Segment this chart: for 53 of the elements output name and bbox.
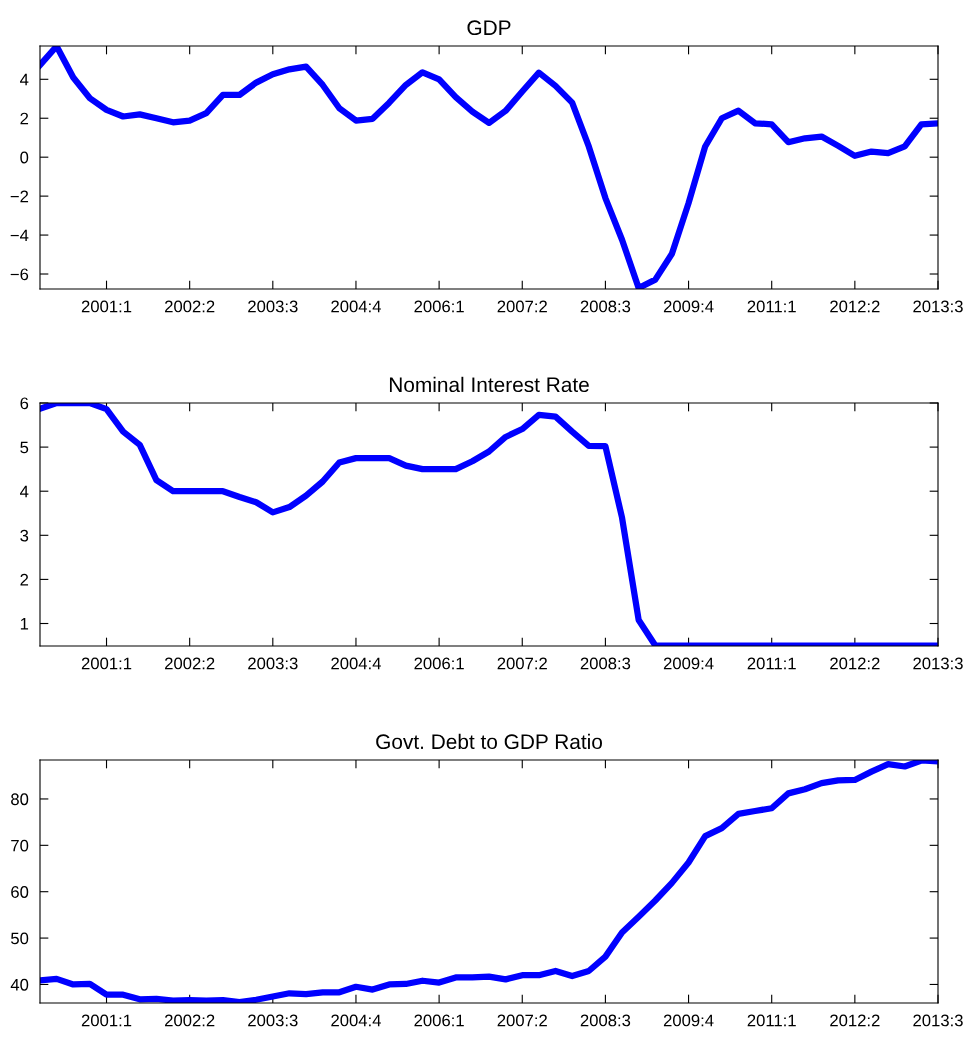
x-tick-label: 2012:2	[830, 300, 880, 313]
x-tick-label: 2013:3	[913, 1014, 963, 1027]
y-tick-label: 1	[20, 618, 29, 630]
y-tick-label: 40	[10, 978, 29, 991]
x-tick-label: 2013:3	[913, 657, 963, 670]
chart-title: Nominal Interest Rate	[389, 376, 589, 393]
y-tick-label: 80	[11, 793, 29, 806]
x-tick-label: 2008:3	[580, 657, 631, 670]
chart-title: Govt. Debt to GDP Ratio	[376, 733, 602, 750]
x-tick-label: 2007:2	[497, 657, 547, 670]
x-tick-label: 2011:1	[747, 1014, 796, 1027]
x-tick-label: 2006:1	[414, 657, 464, 670]
y-tick-label: 60	[11, 886, 29, 898]
x-tick-label: 2002:2	[165, 657, 215, 670]
x-tick-label: 2009:4	[663, 657, 714, 670]
y-tick-label: 2	[20, 112, 29, 125]
x-tick-label: 2002:2	[165, 300, 215, 313]
x-tick-label: 2001:1	[81, 1014, 132, 1027]
y-tick-label: 6	[20, 397, 29, 410]
y-tick-label: −6	[10, 268, 29, 281]
y-tick-label: 4	[20, 73, 29, 86]
y-tick-label: 5	[20, 441, 29, 454]
y-tick-label: −2	[10, 190, 29, 203]
x-tick-label: 2013:3	[913, 300, 963, 313]
y-tick-label: 70	[11, 839, 29, 852]
y-tick-label: 0	[20, 151, 29, 164]
x-tick-label: 2003:3	[248, 300, 298, 313]
x-tick-label: 2007:2	[497, 1014, 547, 1027]
x-tick-label: 2012:2	[830, 657, 880, 670]
x-tick-label: 2009:4	[663, 1014, 714, 1027]
x-tick-label: 2003:3	[248, 1014, 298, 1027]
x-tick-label: 2008:3	[580, 1014, 631, 1027]
y-tick-label: 4	[20, 485, 29, 498]
x-tick-label: 2004:4	[331, 657, 381, 670]
x-tick-label: 2006:1	[414, 1014, 464, 1027]
x-tick-label: 2009:4	[663, 300, 714, 313]
x-tick-label: 2001:1	[81, 657, 132, 670]
chart-title: GDP	[467, 20, 511, 36]
x-tick-label: 2003:3	[248, 657, 298, 670]
x-tick-label: 2008:3	[580, 300, 631, 313]
x-tick-label: 2012:2	[830, 1014, 880, 1027]
x-tick-label: 2004:4	[331, 1014, 381, 1027]
y-tick-label: −4	[10, 229, 29, 242]
x-tick-label: 2004:4	[331, 300, 381, 313]
x-tick-label: 2002:2	[165, 1014, 215, 1027]
x-tick-label: 2007:2	[497, 300, 547, 313]
x-tick-label: 2011:1	[747, 300, 796, 313]
x-tick-label: 2011:1	[747, 657, 796, 670]
x-tick-label: 2006:1	[414, 300, 464, 313]
y-tick-label: 50	[11, 932, 29, 945]
y-tick-label: 3	[20, 529, 29, 542]
y-tick-label: 2	[20, 573, 29, 586]
x-tick-label: 2001:1	[81, 300, 132, 313]
